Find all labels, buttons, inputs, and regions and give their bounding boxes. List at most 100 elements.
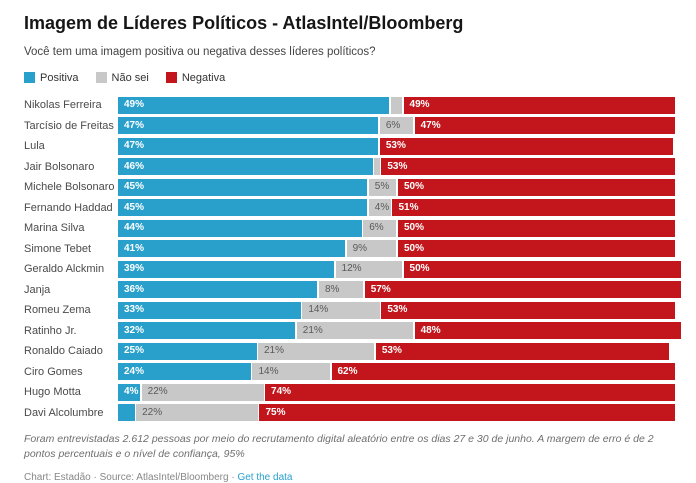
get-data-link[interactable]: Get the data (237, 472, 293, 483)
bar-group: 32% 21% 48% (118, 322, 681, 340)
bar-segment-negativa: 51% (392, 199, 675, 217)
bar-value-label: 21% (302, 324, 323, 336)
bar-value-label: 44% (124, 222, 145, 234)
bar-segment-negativa: 75% (259, 404, 675, 422)
bar-group: 36% 8% 57% (118, 281, 681, 299)
bar-value-label: 45% (124, 181, 145, 193)
bar-segment-negativa: 50% (397, 240, 675, 258)
bar-segment-positiva (118, 404, 135, 422)
bar-segment-positiva: 46% (118, 158, 373, 176)
bar-segment-nao-sei: 6% (363, 219, 397, 237)
row-label: Ronaldo Caiado (24, 345, 103, 358)
bar-segment-negativa: 53% (381, 301, 675, 319)
chart-row: Ronaldo Caiado 25% 21% 53% (24, 342, 672, 360)
row-label: Geraldo Alckmin (24, 263, 105, 276)
bar-value-label: 5% (374, 181, 390, 193)
bar-segment-positiva: 47% (118, 137, 379, 155)
legend-swatch-nao-sei (95, 72, 107, 84)
legend-item-negativa: Negativa (165, 71, 226, 84)
chart-row: Ciro Gomes 24% 14% 62% (24, 363, 675, 381)
bar-value-label: 53% (387, 160, 408, 172)
bar-value-label: 53% (385, 140, 406, 152)
chart-credit: Chart: Estadão · Source: AtlasIntel/Bloo… (24, 472, 672, 483)
bar-value-label: 74% (271, 386, 292, 398)
legend-swatch-negativa (165, 72, 177, 84)
bar-segment-nao-sei: 21% (296, 322, 414, 340)
bar-group: 49% 49% (118, 96, 675, 114)
legend-label: Negativa (181, 71, 226, 84)
bar-group: 39% 12% 50% (118, 260, 681, 278)
bar-segment-positiva: 39% (118, 260, 335, 278)
chart-row: Ratinho Jr. 32% 21% 48% (24, 322, 681, 340)
chart-row: Hugo Motta 4% 22% 74% (24, 383, 675, 401)
bar-value-label: 51% (398, 201, 419, 213)
bar-segment-negativa: 50% (397, 178, 675, 196)
credit-text: Chart: Estadão · Source: AtlasIntel/Bloo… (24, 472, 238, 483)
chart-row: Marina Silva 44% 6% 50% (24, 219, 675, 237)
legend-label: Não sei (111, 71, 149, 84)
row-label: Jair Bolsonaro (24, 160, 95, 173)
bar-segment-positiva: 4% (118, 383, 141, 401)
bar-value-label: 53% (381, 345, 402, 357)
row-label: Marina Silva (24, 222, 85, 235)
bar-value-label: 33% (124, 304, 145, 316)
legend-item-nao-sei: Não sei (95, 71, 149, 84)
footer-note: Foram entrevistadas 2.612 pessoas por me… (24, 433, 654, 460)
chart-row: Simone Tebet 41% 9% 50% (24, 240, 675, 258)
chart-row: Janja 36% 8% 57% (24, 281, 681, 299)
bar-segment-nao-sei: 12% (335, 260, 403, 278)
bar-group: 33% 14% 53% (118, 301, 675, 319)
bar-segment-nao-sei: 21% (258, 342, 375, 360)
bar-segment-nao-sei: 5% (368, 178, 397, 196)
bar-value-label: 32% (124, 324, 145, 336)
bar-value-label: 22% (142, 406, 163, 418)
bar-value-label: 21% (264, 345, 285, 357)
row-label: Nikolas Ferreira (24, 99, 102, 112)
bar-segment-negativa: 50% (403, 260, 681, 278)
bar-segment-negativa: 62% (331, 363, 675, 381)
chart-row: Fernando Haddad 45% 4% 51% (24, 199, 675, 217)
bar-value-label: 75% (265, 406, 286, 418)
bar-group: 41% 9% 50% (118, 240, 675, 258)
bar-segment-positiva: 45% (118, 199, 368, 217)
bar-value-label: 8% (324, 283, 340, 295)
row-label: Ratinho Jr. (24, 324, 77, 337)
bar-group: 47% 53% (118, 137, 674, 155)
row-label: Romeu Zema (24, 304, 91, 317)
bar-value-label: 50% (403, 222, 424, 234)
bar-value-label: 25% (124, 345, 145, 357)
chart-row: Lula 47% 53% (24, 137, 674, 155)
bar-value-label: 9% (352, 242, 368, 254)
bar-value-label: 6% (385, 119, 401, 131)
bar-segment-nao-sei: 22% (136, 404, 258, 422)
bar-value-label: 49% (124, 99, 145, 111)
bar-segment-positiva: 25% (118, 342, 257, 360)
legend-label: Positiva (40, 71, 79, 84)
row-label: Simone Tebet (24, 242, 92, 255)
bar-segment-negativa: 53% (381, 158, 675, 176)
bar-group: 25% 21% 53% (118, 342, 672, 360)
bar-value-label: 39% (124, 263, 145, 275)
bar-segment-positiva: 33% (118, 301, 301, 319)
row-label: Janja (24, 283, 51, 296)
legend-swatch-positiva (24, 72, 35, 84)
bar-value-label: 47% (124, 119, 145, 131)
bar-segment-positiva: 47% (118, 117, 379, 135)
chart-subtitle: Você tem uma imagem positiva ou negativa… (24, 45, 376, 58)
chart-row: Nikolas Ferreira 49% 49% (24, 96, 675, 114)
bar-segment-nao-sei: 14% (302, 301, 380, 319)
bar-value-label: 49% (409, 99, 430, 111)
bar-segment-nao-sei (390, 96, 403, 114)
chart-row: Davi Alcolumbre 22% 75% (24, 404, 675, 422)
bar-segment-nao-sei (374, 158, 380, 176)
chart-row: Jair Bolsonaro 46% 53% (24, 158, 675, 176)
row-label: Lula (24, 140, 45, 153)
row-label: Davi Alcolumbre (24, 406, 104, 419)
chart: Nikolas Ferreira 49% 49% Tarcísio de Freita… (24, 96, 681, 422)
bar-segment-positiva: 36% (118, 281, 318, 299)
bar-segment-nao-sei: 9% (346, 240, 397, 258)
bar-value-label: 50% (409, 263, 430, 275)
bar-group: 46% 53% (118, 158, 675, 176)
bar-value-label: 12% (341, 263, 362, 275)
